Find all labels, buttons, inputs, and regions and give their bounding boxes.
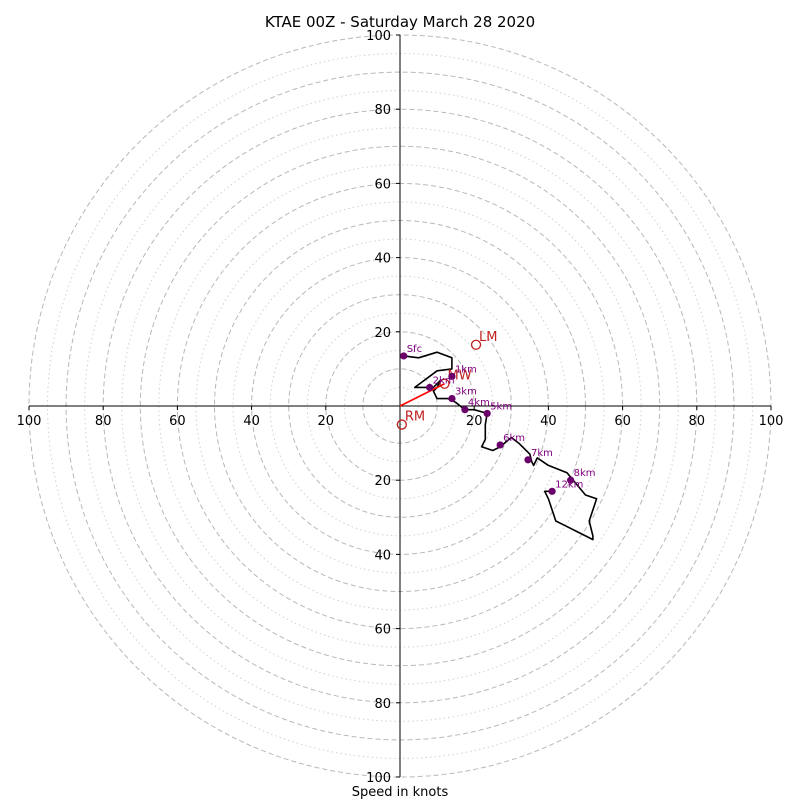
height-marker-point bbox=[400, 352, 408, 360]
y-tick-label: 80 bbox=[374, 697, 391, 712]
y-tick-label: 40 bbox=[374, 548, 391, 563]
height-marker-point bbox=[448, 394, 456, 403]
storm-motion-vector bbox=[399, 383, 445, 407]
height-marker-label: Sfc bbox=[407, 344, 422, 355]
x-tick-label: 60 bbox=[614, 414, 631, 429]
y-tick-label: 40 bbox=[374, 252, 391, 267]
x-tick-label: 100 bbox=[759, 414, 784, 429]
height-marker-label: 1km bbox=[455, 364, 477, 375]
height-marker-point bbox=[496, 441, 504, 449]
height-marker-point bbox=[426, 383, 434, 392]
x-tick-label: 40 bbox=[540, 414, 557, 429]
height-marker-label: 2km bbox=[433, 375, 455, 386]
chart-title: KTAE 00Z - Saturday March 28 2020 bbox=[265, 13, 535, 31]
axis-ticks: 100 80 60 40 20 20 40 60 80 100 100 80 60 40 20 20 40 60 8… bbox=[17, 29, 784, 786]
left-mover-label: LM bbox=[479, 330, 497, 345]
x-tick-label: 20 bbox=[466, 414, 483, 429]
left-mover-marker bbox=[470, 339, 482, 350]
x-tick-label: 80 bbox=[689, 414, 706, 429]
y-tick-label: 100 bbox=[366, 771, 391, 786]
y-tick-label: 20 bbox=[374, 326, 391, 341]
mean-wind-marker bbox=[439, 378, 450, 389]
height-marker-label: 4km bbox=[468, 398, 490, 409]
mean-wind-label: MW bbox=[448, 369, 472, 384]
right-mover-label: RM bbox=[405, 410, 425, 425]
y-tick-label: 80 bbox=[374, 103, 391, 118]
height-marker-point bbox=[567, 476, 575, 484]
y-tick-label: 60 bbox=[374, 177, 391, 192]
x-tick-label: 60 bbox=[169, 414, 186, 429]
height-marker-point bbox=[524, 456, 532, 464]
height-marker-label: 7km bbox=[531, 448, 553, 459]
x-tick-label: 80 bbox=[95, 414, 112, 429]
height-marker-point bbox=[448, 372, 456, 380]
y-tick-label: 100 bbox=[366, 29, 391, 44]
x-tick-label: 20 bbox=[318, 414, 335, 429]
right-mover-marker bbox=[396, 419, 408, 430]
height-marker-point bbox=[548, 487, 556, 495]
storm-motion-group: LM RM MW bbox=[396, 330, 498, 430]
height-marker-label: 8km bbox=[574, 468, 596, 479]
height-marker-label: 12km bbox=[555, 479, 583, 490]
x-tick-label: 40 bbox=[243, 414, 260, 429]
height-marker-label: 6km bbox=[503, 433, 525, 444]
height-marker-label: 3km bbox=[455, 387, 477, 398]
height-marker-label: 5km bbox=[490, 401, 512, 412]
height-marker-point bbox=[461, 406, 469, 414]
x-tick-label: 100 bbox=[17, 414, 42, 429]
height-marker-point bbox=[483, 409, 491, 418]
y-tick-label: 60 bbox=[374, 623, 391, 638]
y-tick-label: 20 bbox=[374, 474, 391, 489]
x-axis-label: Speed in knots bbox=[352, 785, 449, 800]
